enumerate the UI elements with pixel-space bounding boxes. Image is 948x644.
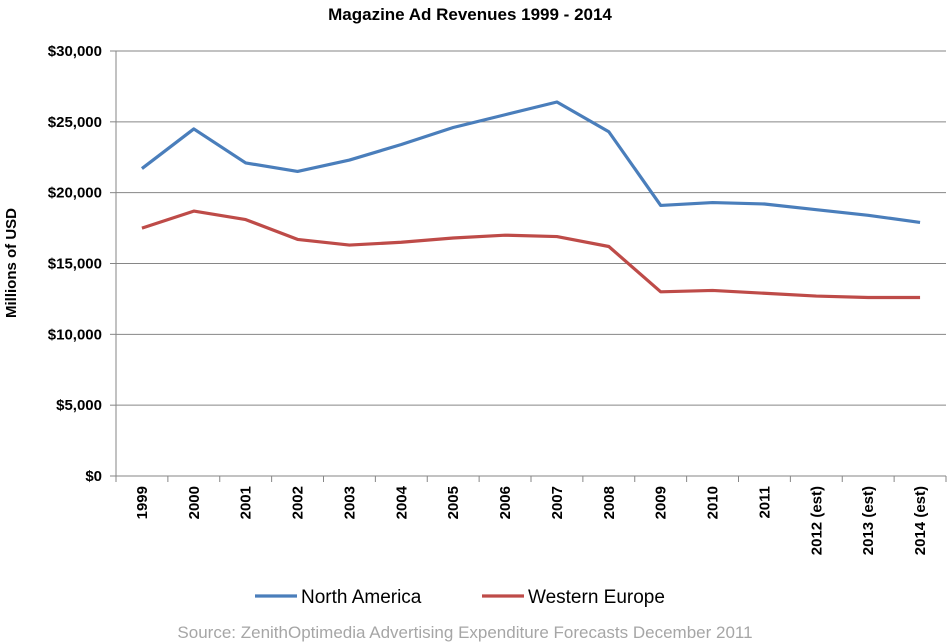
x-tick-label: 2013 (est) (860, 486, 877, 555)
x-tick-label: 2002 (290, 486, 307, 519)
source-note: Source: ZenithOptimedia Advertising Expe… (177, 623, 752, 642)
x-tick-label: 2006 (497, 486, 514, 519)
x-tick-label: 2005 (445, 486, 462, 519)
series-line-north-america (140, 100, 921, 225)
x-tick-label: 2011 (756, 486, 773, 519)
y-tick-label: $10,000 (48, 326, 102, 343)
y-tick-label: $20,000 (48, 185, 102, 202)
x-tick-label: 2001 (238, 486, 255, 519)
x-tick-label: 1999 (134, 486, 151, 519)
series-line-western-europe (141, 209, 921, 300)
y-tick-label: $15,000 (48, 256, 102, 273)
x-tick-label: 2000 (186, 486, 203, 519)
y-axis-label: Millions of USD (3, 208, 20, 318)
y-tick-label: $30,000 (48, 43, 102, 60)
x-tick-label: 2008 (601, 486, 618, 519)
y-tick-label: $0 (85, 468, 102, 485)
x-tick-label: 2012 (est) (808, 486, 825, 555)
legend-label: North America (301, 587, 422, 608)
x-tick-label: 2014 (est) (912, 486, 929, 555)
x-tick-label: 2009 (653, 486, 670, 519)
chart-title: Magazine Ad Revenues 1999 - 2014 (328, 5, 612, 24)
y-tick-label: $5,000 (56, 397, 102, 414)
x-tick-label: 2007 (549, 486, 566, 519)
y-tick-label: $25,000 (48, 114, 102, 131)
legend-label: Western Europe (528, 587, 665, 608)
x-tick-label: 2003 (341, 486, 358, 519)
x-tick-label: 2010 (705, 486, 722, 519)
x-tick-label: 2004 (393, 485, 410, 519)
